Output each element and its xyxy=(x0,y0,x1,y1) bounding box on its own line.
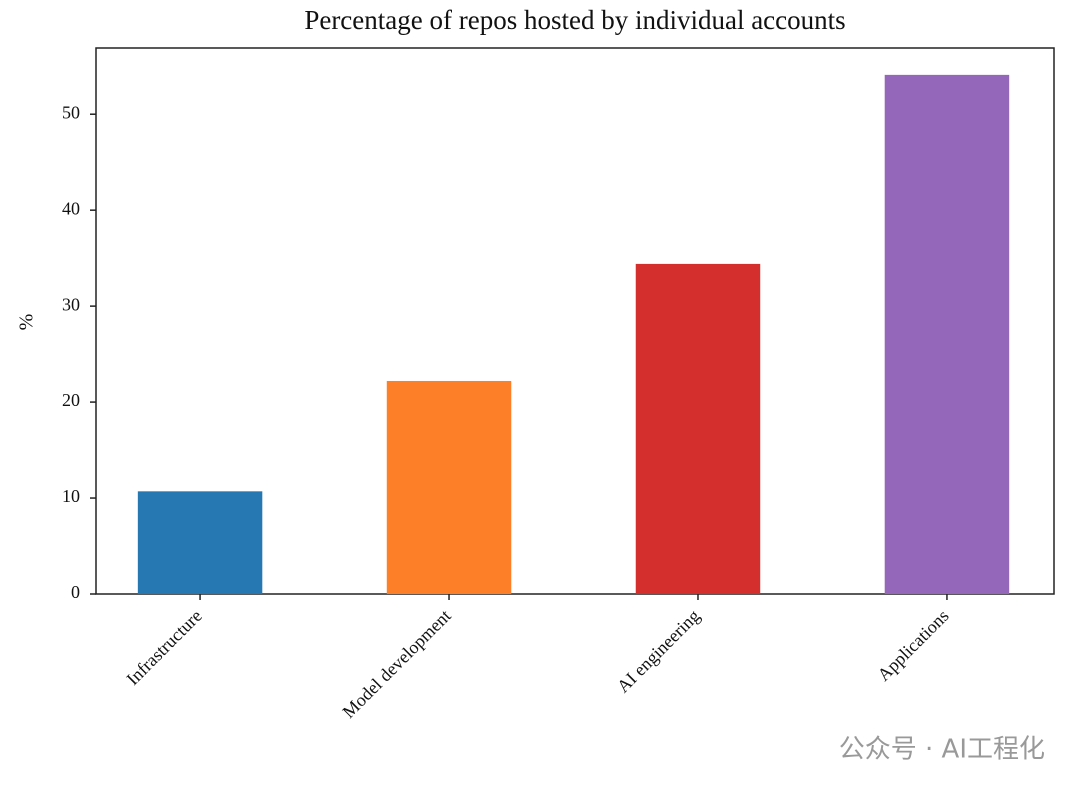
x-tick-label: Infrastructure xyxy=(122,606,205,689)
x-tick-label: Applications xyxy=(873,606,952,685)
bar xyxy=(635,263,761,594)
y-axis-label: % xyxy=(16,314,38,331)
x-tick-label: Model development xyxy=(338,606,454,722)
bar xyxy=(137,491,263,594)
watermark: 公众号 · AI工程化 xyxy=(839,735,1045,765)
x-tick-label: AI engineering xyxy=(613,606,704,697)
bar xyxy=(386,380,512,594)
bar xyxy=(884,74,1010,595)
y-tick-label: 40 xyxy=(62,198,80,218)
plot-frame xyxy=(95,47,1055,595)
y-tick-label: 50 xyxy=(62,102,80,122)
chart-title: Percentage of repos hosted by individual… xyxy=(304,5,845,35)
y-tick-label: 10 xyxy=(62,486,80,506)
y-tick-label: 20 xyxy=(62,390,80,410)
y-tick-label: 0 xyxy=(71,582,80,602)
y-tick-label: 30 xyxy=(62,294,80,314)
